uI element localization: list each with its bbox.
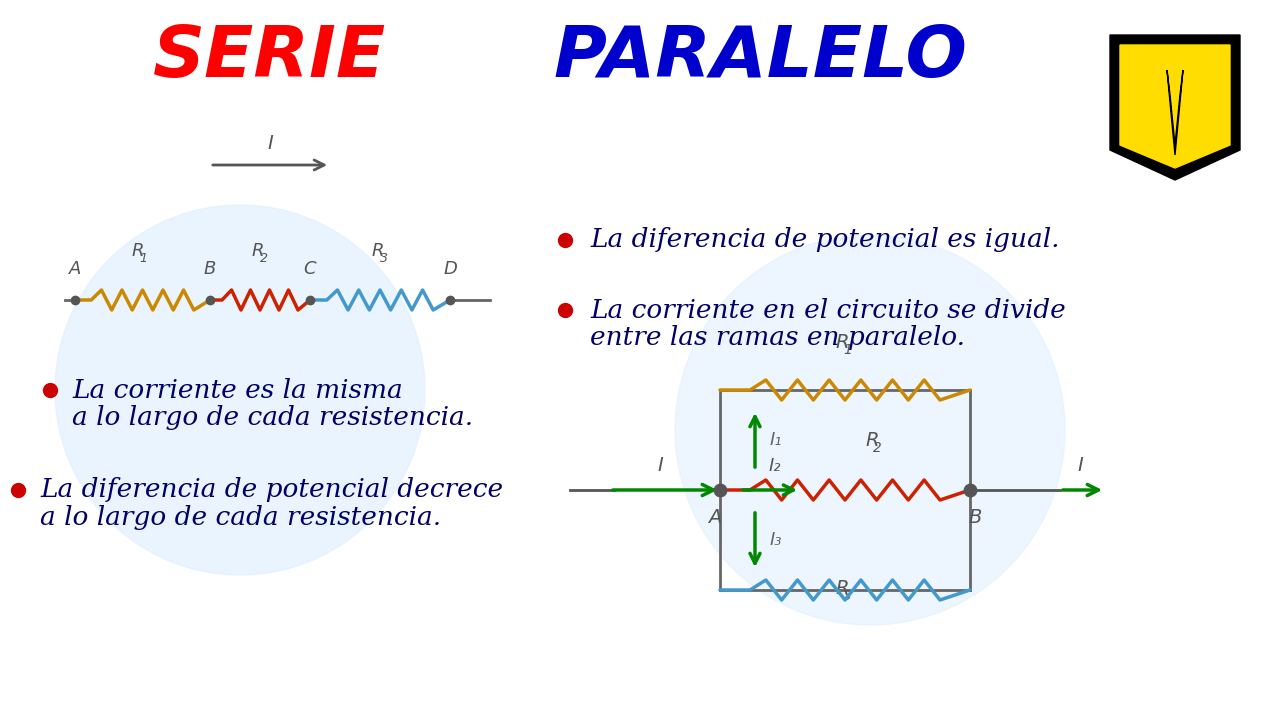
Text: entre las ramas en paralelo.: entre las ramas en paralelo. [590,325,965,351]
Text: C: C [303,260,316,278]
Text: SERIE: SERIE [154,24,387,92]
Text: D: D [443,260,457,278]
Text: I: I [1078,456,1083,475]
Text: 3: 3 [380,252,388,265]
Text: I₂: I₂ [769,457,781,475]
Text: a lo largo de cada resistencia.: a lo largo de cada resistencia. [72,405,474,431]
Text: R: R [835,333,849,352]
Text: R: R [132,242,145,260]
Text: B: B [968,508,982,527]
Text: 2: 2 [873,441,882,455]
Circle shape [675,235,1065,625]
Text: PARALELO: PARALELO [553,24,966,92]
Text: La corriente en el circuito se divide: La corriente en el circuito se divide [590,297,1066,323]
Text: La diferencia de potencial es igual.: La diferencia de potencial es igual. [590,228,1060,253]
Polygon shape [1110,35,1240,180]
Text: 1: 1 [844,343,852,357]
Polygon shape [1167,70,1183,155]
Text: La corriente es la misma: La corriente es la misma [72,377,403,402]
Text: a lo largo de cada resistencia.: a lo largo de cada resistencia. [40,505,442,531]
Text: B: B [204,260,216,278]
Text: I: I [657,456,663,475]
Polygon shape [1120,45,1230,168]
Text: R: R [835,579,849,598]
Text: A: A [69,260,81,278]
Text: I₃: I₃ [771,531,782,549]
Text: A: A [708,508,722,527]
Text: 1: 1 [140,252,147,265]
Circle shape [55,205,425,575]
Text: R: R [372,242,384,260]
Text: I₁: I₁ [771,431,782,449]
Text: 2: 2 [260,252,268,265]
Text: La diferencia de potencial decrece: La diferencia de potencial decrece [40,477,503,503]
Text: R: R [252,242,265,260]
Text: 3: 3 [844,589,852,603]
Text: R: R [865,431,878,450]
Text: I: I [268,134,273,153]
